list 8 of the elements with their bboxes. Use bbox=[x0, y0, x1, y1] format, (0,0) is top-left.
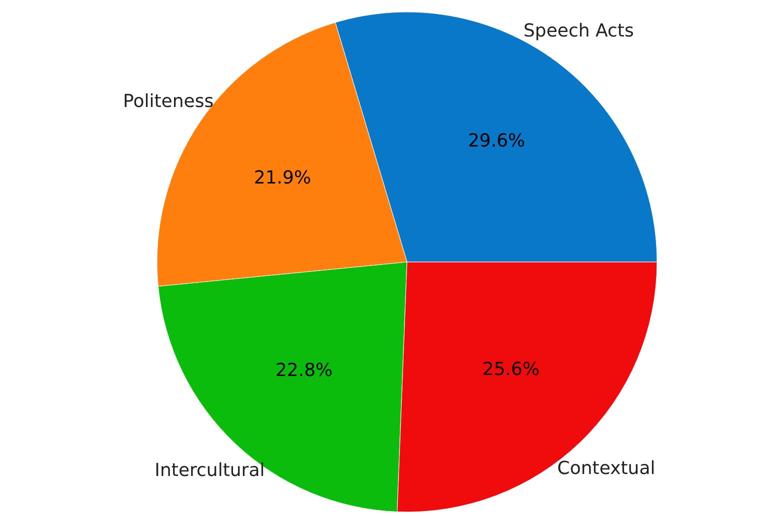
data-label: 21.9% bbox=[254, 167, 312, 188]
data-label: 29.6% bbox=[468, 130, 526, 152]
slice-label: Speech Acts bbox=[524, 20, 634, 42]
slice-label: Politeness bbox=[122, 90, 214, 112]
slice-label: Intercultural bbox=[154, 460, 265, 482]
data-label: 25.6% bbox=[482, 359, 540, 380]
slice-label: Contextual bbox=[557, 458, 656, 480]
data-label: 22.8% bbox=[275, 360, 333, 382]
